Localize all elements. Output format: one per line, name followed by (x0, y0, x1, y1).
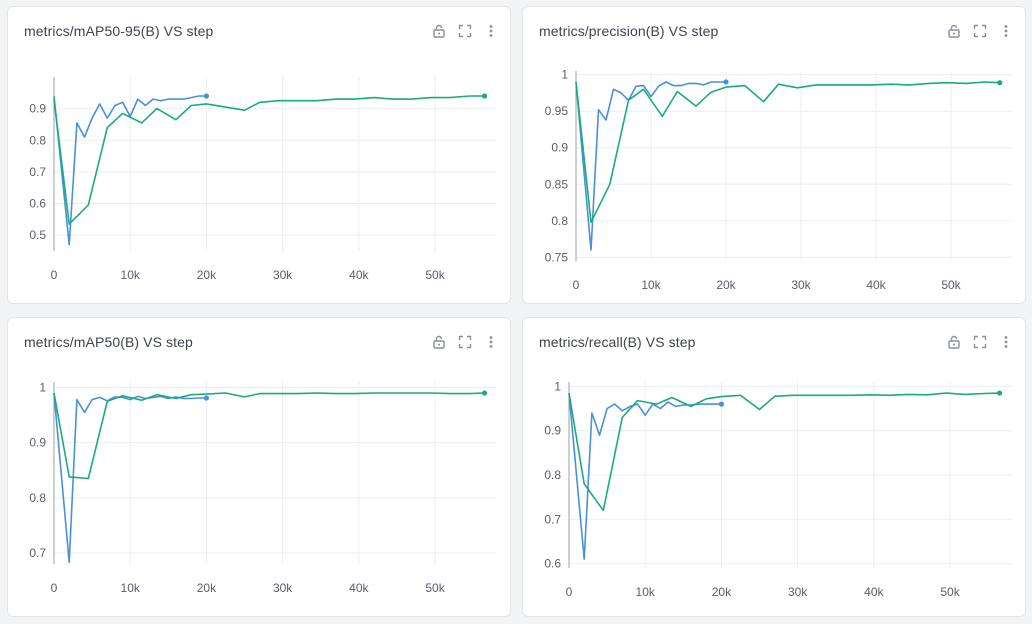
x-tick-label: 50k (425, 581, 445, 595)
x-tick-label: 30k (273, 268, 293, 282)
x-tick-label: 10k (121, 268, 141, 282)
y-tick-label: 0.8 (551, 214, 568, 228)
panel-precision: metrics/precision(B) VS step 0.75 0.8 0.85… (522, 6, 1026, 304)
x-tick-label: 50k (940, 585, 960, 599)
panel-map50-95: metrics/mAP50-95(B) VS step 0.5 0.6 0.7 0.8… (7, 6, 511, 304)
fullscreen-icon[interactable] (456, 333, 474, 351)
series-line-1 (575, 81, 1000, 224)
y-tick-label: 0.8 (544, 468, 561, 482)
x-tick-label: 30k (788, 585, 808, 599)
more-vertical-icon[interactable] (482, 333, 500, 351)
series-end-point (203, 395, 210, 401)
chart-map50-95: 0.5 0.6 0.7 0.8 0.9 0 10k 20k 30k 40k 50k (29, 77, 496, 282)
y-tick-label: 0.8 (29, 133, 46, 147)
panel-title: metrics/mAP50-95(B) VS step (24, 23, 214, 39)
x-tick-label: 40k (866, 278, 886, 292)
x-tick-label: 50k (941, 278, 961, 292)
fullscreen-icon[interactable] (971, 333, 989, 351)
x-tick-label: 20k (197, 268, 217, 282)
x-tick-label: 0 (51, 581, 58, 595)
lock-open-icon[interactable] (430, 333, 448, 351)
y-tick-label: 0.9 (29, 102, 46, 116)
more-vertical-icon[interactable] (997, 22, 1015, 40)
panel-title: metrics/mAP50(B) VS step (24, 334, 193, 350)
y-tick-label: 0.75 (545, 250, 569, 264)
panel-recall: metrics/recall(B) VS step 0.6 0.7 0.8 0.9 1 0… (522, 317, 1026, 617)
x-tick-label: 20k (197, 581, 217, 595)
lock-open-icon[interactable] (945, 22, 963, 40)
series-end-point (996, 390, 1003, 396)
series-end-point (481, 93, 488, 99)
y-tick-label: 0.5 (29, 228, 46, 242)
series-end-point (203, 93, 210, 99)
series-end-point (718, 401, 725, 407)
fullscreen-icon[interactable] (971, 22, 989, 40)
y-tick-label: 0.9 (544, 424, 561, 438)
y-tick-label: 0.6 (29, 197, 46, 211)
x-tick-label: 20k (712, 585, 732, 599)
chart-map50: 0.7 0.8 0.9 1 0 10k 20k 30k 40k 50k (29, 381, 496, 595)
x-tick-label: 0 (566, 585, 573, 599)
series-line-0 (53, 95, 207, 246)
panel-toolbar (945, 333, 1015, 351)
panel-toolbar (430, 22, 500, 40)
more-vertical-icon[interactable] (482, 22, 500, 40)
series-end-point (997, 80, 1003, 86)
y-tick-label: 1 (561, 68, 568, 82)
x-tick-label: 20k (716, 278, 736, 292)
y-tick-label: 1 (39, 381, 46, 395)
x-tick-label: 10k (641, 278, 661, 292)
series-line-0 (568, 393, 722, 560)
x-tick-label: 50k (425, 268, 445, 282)
panel-title: metrics/recall(B) VS step (539, 334, 696, 350)
y-tick-label: 1 (554, 379, 561, 393)
x-tick-label: 10k (121, 581, 141, 595)
series-end-point (481, 390, 488, 396)
y-tick-label: 0.6 (544, 557, 561, 571)
panel-title: metrics/precision(B) VS step (539, 23, 719, 39)
y-tick-label: 0.7 (29, 546, 46, 560)
series-line-1 (53, 95, 485, 225)
x-tick-label: 0 (573, 278, 580, 292)
y-tick-label: 0.95 (545, 104, 569, 118)
more-vertical-icon[interactable] (997, 333, 1015, 351)
panel-toolbar (945, 22, 1015, 40)
chart-recall: 0.6 0.7 0.8 0.9 1 0 10k 20k 30k 40k 50k (544, 379, 1011, 599)
y-tick-label: 0.9 (29, 436, 46, 450)
y-tick-label: 0.7 (544, 512, 561, 526)
series-line-1 (53, 392, 485, 480)
series-end-point (723, 79, 729, 85)
x-tick-label: 40k (864, 585, 884, 599)
panel-toolbar (430, 333, 500, 351)
y-tick-label: 0.7 (29, 165, 46, 179)
x-tick-label: 30k (791, 278, 811, 292)
y-tick-label: 0.8 (29, 491, 46, 505)
y-tick-label: 0.9 (551, 141, 568, 155)
y-tick-label: 0.85 (545, 177, 569, 191)
x-tick-label: 10k (636, 585, 656, 599)
lock-open-icon[interactable] (945, 333, 963, 351)
series-line-0 (575, 81, 726, 251)
x-tick-label: 30k (273, 581, 293, 595)
panel-map50: metrics/mAP50(B) VS step 0.7 0.8 0.9 1 0 10k 2… (7, 317, 511, 617)
x-tick-label: 40k (349, 581, 369, 595)
series-line-1 (568, 392, 1000, 512)
x-tick-label: 40k (349, 268, 369, 282)
chart-precision: 0.75 0.8 0.85 0.9 0.95 1 0 10k 20k 30k 40k 50k (545, 68, 1011, 292)
x-tick-label: 0 (51, 268, 58, 282)
fullscreen-icon[interactable] (456, 22, 474, 40)
lock-open-icon[interactable] (430, 22, 448, 40)
